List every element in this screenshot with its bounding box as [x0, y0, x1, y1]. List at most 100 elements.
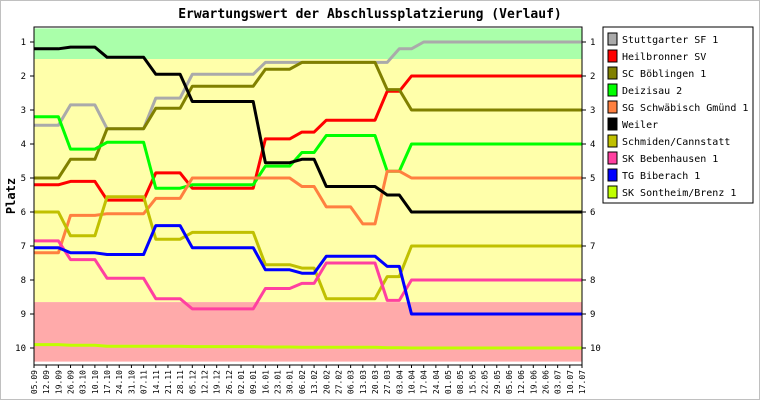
- x-tick-label: 13.02: [310, 370, 319, 394]
- legend-swatch: [607, 100, 618, 114]
- y-tick-label-right: 3: [590, 106, 595, 116]
- legend-label: SK Bebenhausen 1: [622, 154, 718, 165]
- x-tick-label: 06.02: [298, 370, 307, 394]
- x-tick-label: 02.01: [237, 370, 246, 394]
- x-tick-label: 08.05: [456, 370, 465, 394]
- legend-swatch: [607, 134, 618, 148]
- x-tick-label: 14.11: [152, 370, 161, 394]
- x-tick-label: 09.01: [249, 370, 258, 394]
- background-band: [34, 302, 582, 362]
- series-line: [34, 169, 582, 255]
- y-tick-label-right: 10: [590, 344, 601, 354]
- x-tick-label: 17.04: [420, 370, 429, 394]
- x-tick-label: 24.10: [115, 370, 124, 394]
- legend-swatch: [607, 168, 618, 182]
- x-tick-label: 10.04: [408, 370, 417, 394]
- legend-label: Schmiden/Cannstatt: [622, 137, 730, 148]
- x-tick-label: 19.12: [213, 370, 222, 394]
- y-tick-label: 10: [15, 344, 26, 354]
- y-tick-label: 6: [21, 208, 26, 218]
- y-tick-label: 4: [21, 140, 26, 150]
- x-tick-label: 10.07: [566, 370, 575, 394]
- legend-label: Weiler: [622, 120, 658, 131]
- x-tick-label: 17.07: [578, 370, 587, 394]
- x-tick-label: 03.07: [554, 370, 563, 394]
- y-tick-label-right: 9: [590, 310, 595, 320]
- y-tick-label: 2: [21, 72, 26, 82]
- series-line: [34, 343, 582, 350]
- chart-title: Erwartungswert der Abschlussplatzierung …: [178, 7, 562, 22]
- series-line: [34, 195, 582, 301]
- legend-label: SC Böblingen 1: [622, 69, 706, 80]
- x-tick-label: 12.06: [517, 370, 526, 394]
- x-tick-label: 01.05: [444, 370, 453, 394]
- legend-label: Deizisau 2: [622, 86, 682, 97]
- series-lines: [34, 40, 582, 350]
- legend-label: SK Sontheim/Brenz 1: [622, 188, 736, 199]
- x-tick-label: 15.05: [468, 370, 477, 394]
- series-line: [34, 74, 582, 202]
- x-tick-label: 06.03: [347, 370, 356, 394]
- legend-swatch: [607, 66, 618, 80]
- x-tick-label: 24.04: [432, 370, 441, 394]
- x-tick-label: 31.10: [127, 370, 136, 394]
- axes: 1 1 2 2 3 3 4 4 5 5 6 6 7 7 8 8 9 9 10 10 05.09 12.09 19.09 26.…: [15, 26, 601, 394]
- y-tick-label-right: 2: [590, 72, 595, 82]
- legend-swatch: [607, 185, 618, 199]
- y-tick-label: 7: [21, 242, 26, 252]
- x-tick-label: 05.12: [188, 370, 197, 394]
- legend-label: Stuttgarter SF 1: [622, 35, 718, 46]
- x-tick-label: 27.03: [383, 370, 392, 394]
- y-tick-label: 3: [21, 106, 26, 116]
- legend-label: SG Schwäbisch Gmünd 1: [622, 103, 748, 114]
- x-tick-label: 26.12: [225, 370, 234, 394]
- y-tick-label-right: 1: [590, 38, 595, 48]
- x-tick-label: 07.11: [140, 370, 149, 394]
- x-tick-label: 23.01: [274, 370, 283, 394]
- x-tick-label: 10.10: [91, 370, 100, 394]
- legend-swatch: [607, 83, 618, 97]
- legend-label: TG Biberach 1: [622, 171, 700, 182]
- y-tick-label-right: 6: [590, 208, 595, 218]
- x-tick-label: 16.01: [261, 370, 270, 394]
- background-band: [34, 28, 582, 59]
- legend-swatch: [607, 151, 618, 165]
- series-line: [34, 60, 582, 180]
- x-tick-label: 12.12: [201, 370, 210, 394]
- x-tick-label: 19.09: [54, 370, 63, 394]
- x-tick-label: 28.11: [176, 370, 185, 394]
- x-tick-label: 03.10: [79, 370, 88, 394]
- y-tick-label-right: 5: [590, 174, 595, 184]
- x-tick-label: 12.09: [42, 370, 51, 394]
- x-tick-label: 05.09: [30, 370, 39, 394]
- y-tick-label: 9: [21, 310, 26, 320]
- legend-swatch: [607, 32, 618, 46]
- series-line: [34, 239, 582, 311]
- x-tick-label: 30.01: [286, 370, 295, 394]
- x-tick-label: 21.11: [164, 370, 173, 394]
- background-band: [34, 59, 582, 303]
- legend-box: [602, 26, 754, 204]
- series-line: [34, 115, 582, 190]
- series-line: [34, 45, 582, 214]
- x-tick-label: 05.06: [505, 370, 514, 394]
- x-tick-label: 17.10: [103, 370, 112, 394]
- y-axis-label: Platz: [4, 178, 18, 214]
- y-tick-label-right: 4: [590, 140, 595, 150]
- x-tick-label: 22.05: [481, 370, 490, 394]
- y-tick-label-right: 8: [590, 276, 595, 286]
- y-tick-label: 1: [21, 38, 26, 48]
- x-tick-label: 26.09: [67, 370, 76, 394]
- x-tick-label: 03.04: [395, 370, 404, 394]
- plot-frame: [33, 26, 583, 366]
- x-tick-label: 29.05: [493, 370, 502, 394]
- legend: Stuttgarter SF 1 Heilbronner SV SC Böbling…: [602, 26, 754, 204]
- x-tick-label: 20.02: [322, 370, 331, 394]
- y-tick-label: 8: [21, 276, 26, 286]
- series-line: [34, 224, 582, 316]
- x-tick-label: 13.03: [359, 370, 368, 394]
- background-bands: [34, 28, 582, 362]
- x-tick-label: 26.06: [542, 370, 551, 394]
- x-tick-label: 19.06: [529, 370, 538, 394]
